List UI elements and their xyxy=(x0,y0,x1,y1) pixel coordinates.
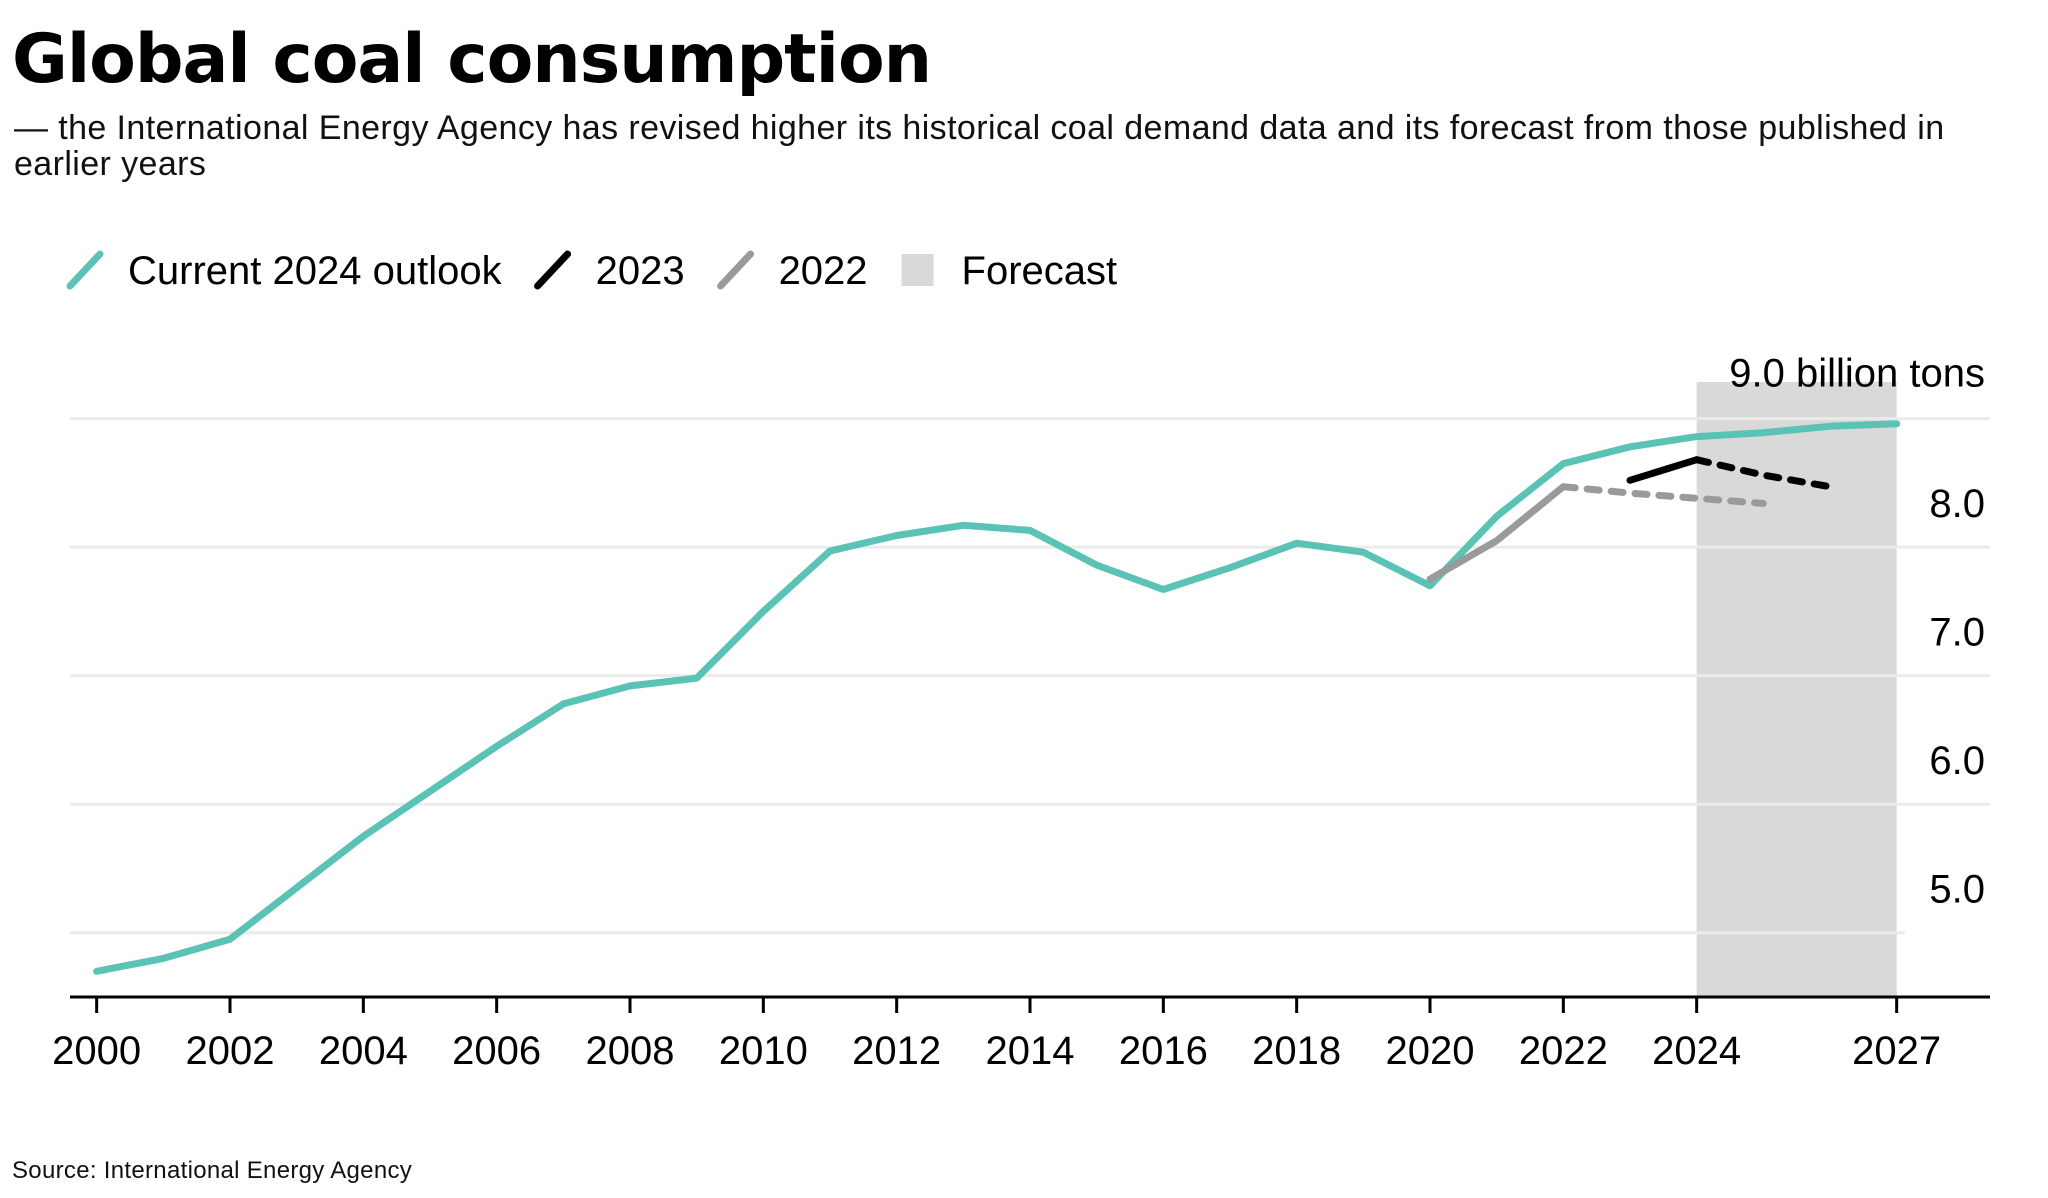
y-axis-labels: 9.0 billion tons 8.0 7.0 6.0 5.0 xyxy=(1729,352,1985,912)
y-tick-label: 8.0 xyxy=(1929,482,1985,526)
legend-label: Current 2024 outlook xyxy=(128,249,503,293)
x-tick-label: 2024 xyxy=(1652,1029,1741,1073)
legend-swatch xyxy=(717,250,755,290)
legend-label: 2022 xyxy=(779,249,868,293)
x-tick-label: 2014 xyxy=(986,1029,1075,1073)
x-tick-label: 2004 xyxy=(319,1029,408,1073)
series-current-2024-outlook xyxy=(93,420,1901,975)
series-forecast-line xyxy=(1559,483,1767,507)
x-tick-label: 2016 xyxy=(1119,1029,1208,1073)
x-tick-label: 2002 xyxy=(186,1029,275,1073)
chart-title: Global coal consumption xyxy=(12,20,932,99)
gridlines xyxy=(70,417,1990,935)
x-tick-label: 2010 xyxy=(719,1029,808,1073)
series-layer xyxy=(93,420,1901,975)
x-axis: 2000 2002 2004 2006 2008 2010 2012 2014 2016 2018… xyxy=(52,995,1990,1073)
coal-consumption-chart: 2000 2002 2004 2006 2008 2010 2012 2014 2016 2018… xyxy=(52,249,1990,1073)
forecast-region xyxy=(1696,382,1897,997)
forecast-layer xyxy=(1696,382,1897,997)
series-line xyxy=(1626,456,1701,484)
x-tick-label: 2000 xyxy=(52,1029,141,1073)
x-tick-label: 2006 xyxy=(452,1029,541,1073)
series-2022 xyxy=(1426,483,1767,583)
chart-subtitle: — the International Energy Agency has re… xyxy=(14,109,1945,183)
legend-label: 2023 xyxy=(596,249,685,293)
x-tick-label: 2027 xyxy=(1852,1029,1941,1073)
legend-swatch xyxy=(901,254,934,286)
series-line xyxy=(93,420,1901,975)
x-tick-label: 2012 xyxy=(852,1029,941,1073)
x-tick-label: 2020 xyxy=(1386,1029,1475,1073)
y-tick-label: 6.0 xyxy=(1929,739,1985,783)
x-tick-label: 2008 xyxy=(586,1029,675,1073)
legend-item: 2023 xyxy=(534,249,685,293)
legend-item: Forecast xyxy=(901,249,1118,293)
series-forecast-line xyxy=(1693,456,1834,491)
legend-label: Forecast xyxy=(962,249,1118,293)
legend-item: Current 2024 outlook xyxy=(66,249,503,293)
x-tick-label: 2018 xyxy=(1252,1029,1341,1073)
legend: Current 2024 outlook 2023 2022 Forecast xyxy=(66,249,1118,293)
legend-item: 2022 xyxy=(717,249,868,293)
y-axis-unit-label: 9.0 billion tons xyxy=(1729,352,1985,396)
legend-swatch xyxy=(534,250,572,290)
legend-swatch xyxy=(66,250,104,290)
series-2023 xyxy=(1626,456,1834,491)
x-tick-label: 2022 xyxy=(1519,1029,1608,1073)
source-note: Source: International Energy Agency xyxy=(12,1157,413,1184)
y-tick-label: 5.0 xyxy=(1929,868,1985,912)
series-line xyxy=(1426,483,1567,583)
y-tick-label: 7.0 xyxy=(1929,611,1985,655)
